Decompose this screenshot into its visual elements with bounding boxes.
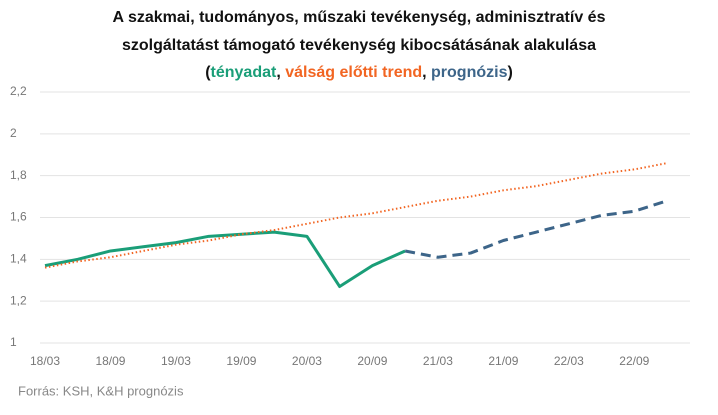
- series-line: [44, 162, 668, 269]
- x-tick-label: 20/09: [357, 354, 387, 368]
- chart-title: szolgáltatást támogató tevékenység kiboc…: [122, 37, 596, 54]
- source: Forrás: KSH, K&H prognózis: [18, 383, 184, 398]
- legend-entry: tényadat: [211, 64, 277, 81]
- legend-punctuation: ): [507, 64, 512, 81]
- y-tick-label: 1,2: [10, 293, 27, 307]
- y-tick-label: 2,2: [10, 84, 27, 98]
- legend: (tényadat, válság előtti trend, prognózi…: [205, 64, 513, 81]
- series-line: [44, 230, 406, 289]
- legend-punctuation: ,: [276, 64, 285, 81]
- y-tick-label: 1: [10, 335, 17, 349]
- series-line: [404, 199, 668, 259]
- x-tick-label: 20/03: [292, 354, 322, 368]
- x-tick-label: 18/03: [30, 354, 60, 368]
- y-tick-label: 2: [10, 126, 17, 140]
- y-tick-label: 1,8: [10, 168, 27, 182]
- x-tick-label: 22/09: [619, 354, 649, 368]
- x-tick-label: 21/03: [423, 354, 453, 368]
- legend-entry: válság előtti trend: [285, 64, 422, 81]
- chart-title: A szakmai, tudományos, műszaki tevékenys…: [113, 9, 606, 26]
- y-tick-label: 1,6: [10, 210, 27, 224]
- x-tick-label: 21/09: [488, 354, 518, 368]
- legend-punctuation: (: [205, 64, 211, 81]
- x-tick-label: 19/09: [226, 354, 256, 368]
- x-tick-label: 19/03: [161, 354, 191, 368]
- legend-entry: prognózis: [431, 64, 508, 81]
- legend-punctuation: ,: [422, 64, 431, 81]
- x-tick-label: 22/03: [554, 354, 584, 368]
- y-tick-label: 1,4: [10, 252, 27, 266]
- x-tick-label: 18/09: [95, 354, 125, 368]
